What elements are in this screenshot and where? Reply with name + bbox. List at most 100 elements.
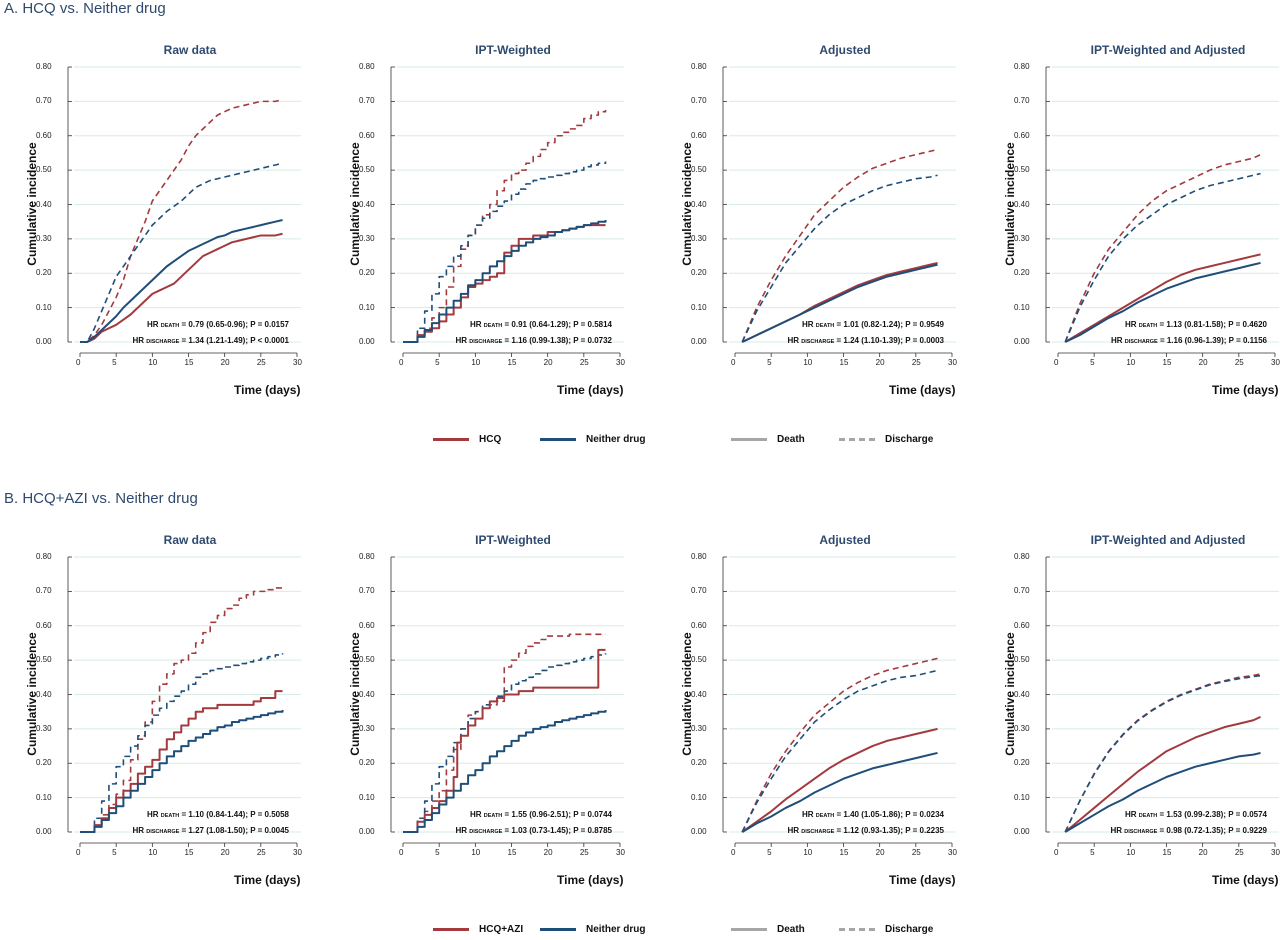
neither-death-line <box>80 218 283 343</box>
x-axis-label: Time (days) <box>234 383 301 397</box>
hr-value: = 1.01 (0.82-1.24); P = 0.9549 <box>834 320 945 329</box>
legend-swatch <box>731 928 767 931</box>
y-tick-label: 0.80 <box>359 552 375 561</box>
hr-subscript: DEATH <box>815 323 835 329</box>
x-axis-label: Time (days) <box>889 383 956 397</box>
y-tick-label: 0.10 <box>1014 302 1030 312</box>
y-tick-label: 0.30 <box>1014 233 1030 243</box>
legend-swatch <box>839 438 875 441</box>
treatment-discharge-line <box>80 587 283 833</box>
hr-value: = 0.98 (0.72-1.35); P = 0.9229 <box>1157 826 1268 835</box>
neither-discharge-line <box>80 162 283 343</box>
x-tick-label: 5 <box>1090 848 1095 857</box>
x-tick-label: 10 <box>803 848 813 857</box>
treatment-death-line <box>1064 715 1261 833</box>
hr-value: = 1.40 (1.05-1.86); P = 0.0234 <box>834 810 945 819</box>
y-tick-label: 0.20 <box>691 268 707 278</box>
treatment-death-line <box>1064 253 1261 343</box>
y-tick-label: 0.60 <box>36 130 52 140</box>
hr-prefix: HR <box>132 336 147 345</box>
y-tick-label: 0.70 <box>36 586 52 596</box>
x-tick-label: 20 <box>220 358 230 367</box>
legend-item-treatment: HCQ+AZI <box>433 924 523 935</box>
y-tick-label: 0.00 <box>359 337 375 346</box>
hr-annotation-death: HR DEATH = 1.55 (0.96-2.51); P = 0.0744 <box>470 810 612 819</box>
x-tick-label: 15 <box>1162 358 1172 367</box>
legend-label: HCQ+AZI <box>479 924 524 935</box>
hr-prefix: HR <box>1124 320 1139 329</box>
legend-item-death: Death <box>731 924 805 935</box>
x-axis-label: Time (days) <box>234 873 301 887</box>
hr-prefix: HR <box>469 810 484 819</box>
neither-death-line <box>1064 751 1261 833</box>
x-tick-label: 20 <box>875 848 885 857</box>
hr-annotation-discharge: HR DISCHARGE = 1.34 (1.21-1.49); P < 0.0… <box>132 336 289 345</box>
y-tick-label: 0.70 <box>1014 96 1030 106</box>
legend-label: Discharge <box>885 434 934 445</box>
x-tick-label: 25 <box>1234 848 1244 857</box>
x-tick-label: 15 <box>839 848 849 857</box>
x-tick-label: 0 <box>731 848 736 857</box>
x-tick-label: 20 <box>1198 358 1208 367</box>
hr-annotation-discharge: HR DISCHARGE = 1.16 (0.96-1.39); P = 0.1… <box>1111 336 1267 345</box>
neither-death-line <box>80 709 284 833</box>
neither-discharge-line <box>741 669 938 833</box>
y-tick-label: 0.40 <box>359 199 375 209</box>
x-axis-label: Time (days) <box>1212 383 1279 397</box>
x-tick-label: 0 <box>399 358 404 367</box>
y-tick-label: 0.40 <box>1014 199 1030 209</box>
legend-item-control: Neither drug <box>540 434 645 445</box>
y-tick-label: 0.70 <box>359 96 375 106</box>
y-tick-label: 0.20 <box>36 758 52 768</box>
legend-label: Neither drug <box>586 924 646 935</box>
x-tick-label: 20 <box>875 358 885 367</box>
neither-discharge-line <box>1064 172 1261 343</box>
hr-value: = 1.24 (1.10-1.39); P = 0.0003 <box>834 336 945 345</box>
y-tick-label: 0.60 <box>359 130 375 140</box>
hr-prefix: HR <box>787 336 802 345</box>
hr-prefix: HR <box>1124 810 1139 819</box>
legend-label: Discharge <box>885 924 934 935</box>
hr-annotation-discharge: HR DISCHARGE = 1.27 (1.08-1.50); P = 0.0… <box>132 826 289 835</box>
y-tick-label: 0.10 <box>691 302 707 312</box>
y-tick-label: 0.10 <box>691 792 707 802</box>
hr-subscript: DISCHARGE <box>1124 339 1158 345</box>
hr-subscript: DISCHARGE <box>146 829 180 835</box>
y-tick-label: 0.30 <box>691 723 707 733</box>
hr-prefix: HR <box>455 826 470 835</box>
hr-value: = 1.27 (1.08-1.50); P = 0.0045 <box>179 826 290 835</box>
hr-subscript: DISCHARGE <box>801 829 835 835</box>
legend-swatch <box>433 928 469 931</box>
y-tick-label: 0.70 <box>1014 586 1030 596</box>
x-tick-label: 30 <box>948 848 957 857</box>
x-tick-label: 5 <box>767 848 772 857</box>
y-tick-label: 0.50 <box>36 655 52 665</box>
hr-value: = 0.91 (0.64-1.29); P = 0.5814 <box>502 320 613 329</box>
hr-value: = 1.55 (0.96-2.51); P = 0.0744 <box>502 810 613 819</box>
hr-subscript: DEATH <box>160 323 180 329</box>
x-tick-label: 15 <box>507 358 517 367</box>
x-tick-label: 25 <box>1234 358 1244 367</box>
treatment-discharge-line <box>403 633 606 833</box>
x-tick-label: 20 <box>1198 848 1208 857</box>
hr-prefix: HR <box>455 336 470 345</box>
neither-discharge-line <box>80 653 284 833</box>
hr-value: = 1.03 (0.73-1.45); P = 0.8785 <box>502 826 613 835</box>
y-tick-label: 0.00 <box>359 827 375 836</box>
y-tick-label: 0.30 <box>1014 723 1030 733</box>
hr-value: = 0.79 (0.65-0.96); P = 0.0157 <box>179 320 290 329</box>
legend-swatch <box>540 928 576 931</box>
x-tick-label: 15 <box>184 358 194 367</box>
legend-item-discharge: Discharge <box>839 924 933 935</box>
y-tick-label: 0.50 <box>691 165 707 175</box>
treatment-discharge-line <box>80 98 283 343</box>
hr-value: = 1.34 (1.21-1.49); P < 0.0001 <box>179 336 290 345</box>
legend-label: Death <box>777 434 805 445</box>
y-tick-label: 0.30 <box>36 233 52 243</box>
x-tick-label: 5 <box>1090 358 1095 367</box>
x-tick-label: 25 <box>579 358 589 367</box>
x-tick-label: 20 <box>543 848 553 857</box>
hr-subscript: DISCHARGE <box>469 339 503 345</box>
y-tick-label: 0.70 <box>36 96 52 106</box>
